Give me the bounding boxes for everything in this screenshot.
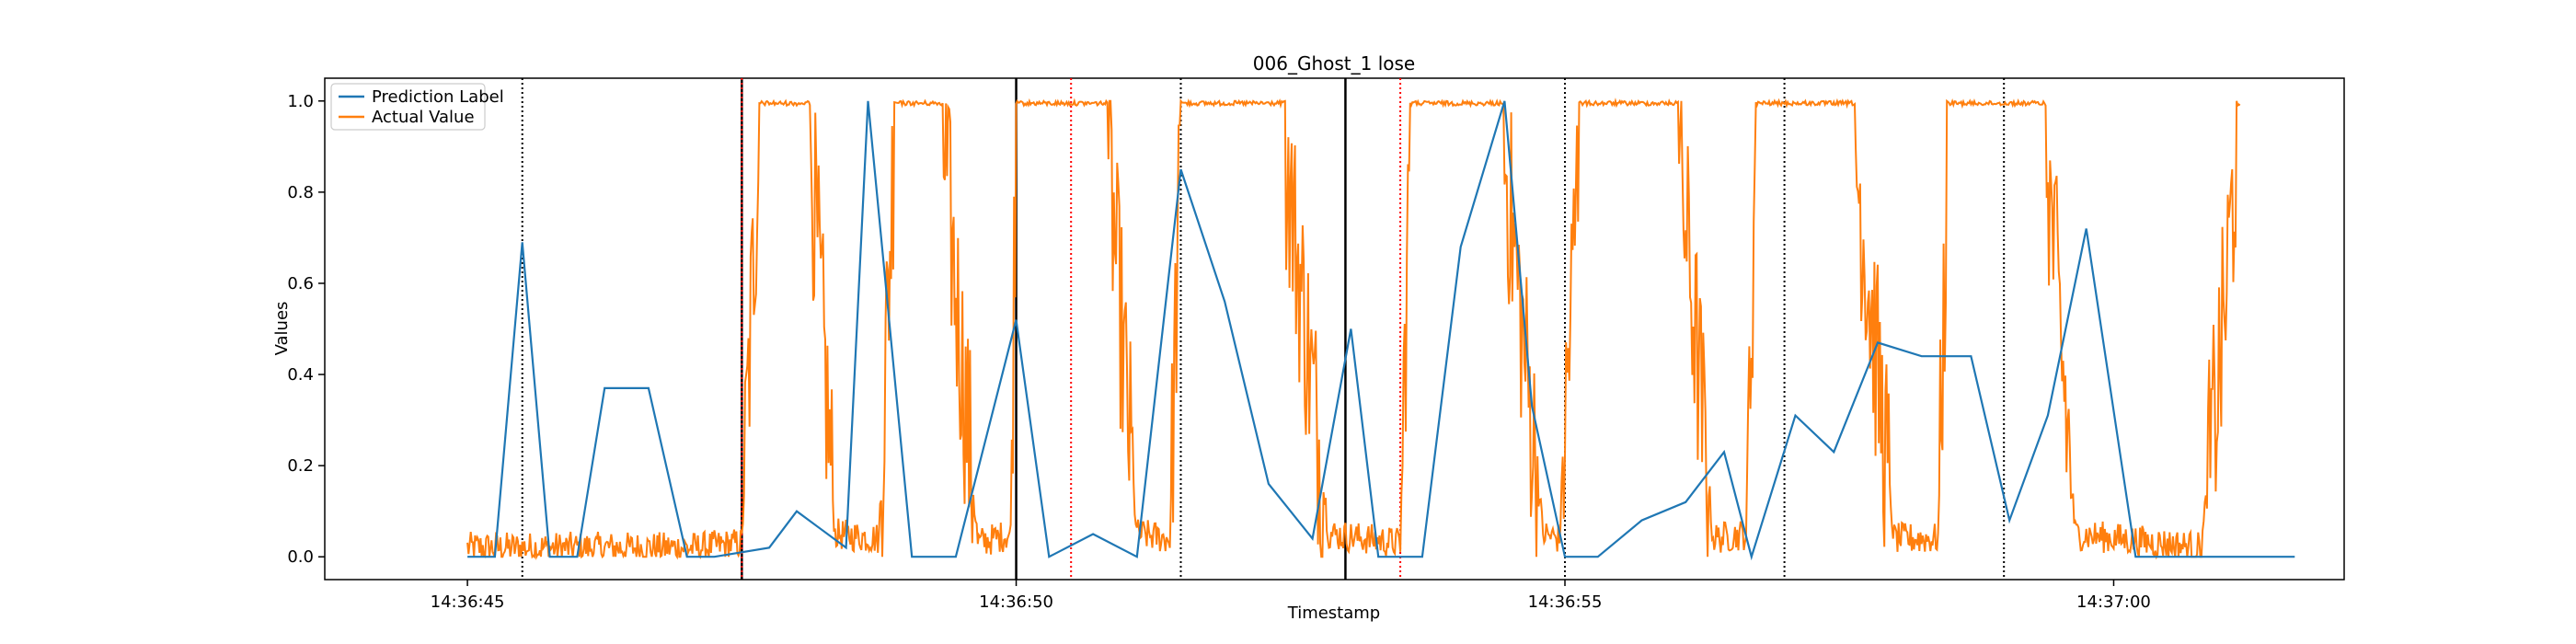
y-axis: 0.0 0.2 0.4 0.6 0.8 1.0 <box>287 92 325 567</box>
y-tick-label-3: 0.6 <box>287 274 314 293</box>
chart-title: 006_Ghost_1 lose <box>1253 52 1415 75</box>
legend-label-actual: Actual Value <box>372 108 475 127</box>
series-prediction-label-line <box>467 100 2295 561</box>
y-tick-label-5: 1.0 <box>287 92 314 111</box>
x-tick-label-1: 14:36:50 <box>979 592 1053 612</box>
legend-box <box>330 83 486 131</box>
x-tick-label-3: 14:37:00 <box>2076 592 2151 612</box>
plot-frame <box>324 77 2345 581</box>
series-layer <box>466 98 2295 561</box>
y-tick-label-0: 0.0 <box>287 547 314 567</box>
y-tick-label-2: 0.4 <box>287 365 314 385</box>
x-tick-label-0: 14:36:45 <box>431 592 505 612</box>
series-actual-value-line <box>466 98 2241 560</box>
vertical-markers <box>521 78 2006 580</box>
legend: Prediction Label Actual Value <box>330 83 504 131</box>
x-axis-label: Timestamp <box>1287 604 1380 623</box>
plot-area <box>324 77 2345 581</box>
x-axis: 14:36:45 14:36:50 14:36:55 14:37:00 <box>431 580 2151 612</box>
y-axis-label: Values <box>272 302 292 356</box>
x-tick-label-2: 14:36:55 <box>1528 592 1603 612</box>
y-tick-label-4: 0.8 <box>287 183 314 202</box>
y-tick-label-1: 0.2 <box>287 456 314 476</box>
legend-label-prediction: Prediction Label <box>372 87 504 107</box>
